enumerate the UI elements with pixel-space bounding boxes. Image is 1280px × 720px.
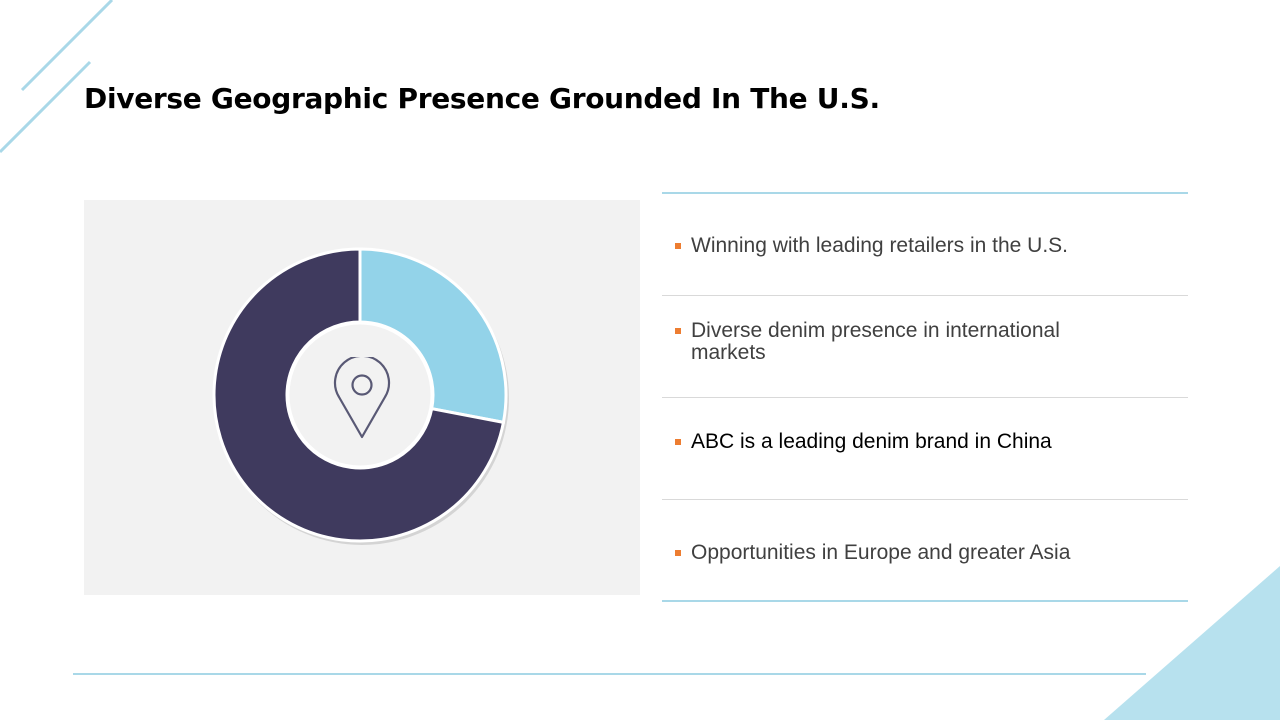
bullet-list: Winning with leading retailers in the U.… <box>662 192 1188 602</box>
decorative-diagonal-lines <box>0 0 114 154</box>
list-divider <box>662 295 1188 296</box>
slide-title: Diverse Geographic Presence Grounded In … <box>84 82 880 115</box>
list-bottom-rule <box>662 600 1188 602</box>
list-item: Diverse denim presence in international … <box>675 320 1095 364</box>
list-divider <box>662 397 1188 398</box>
bullet-marker <box>675 328 681 334</box>
bullet-text: Opportunities in Europe and greater Asia <box>691 541 1071 564</box>
bullet-text: Diverse denim presence in international … <box>691 319 1060 364</box>
bullet-marker <box>675 243 681 249</box>
bottom-divider-line <box>73 673 1146 675</box>
list-item: Opportunities in Europe and greater Asia <box>675 542 1175 564</box>
list-item: ABC is a leading denim brand in China <box>675 431 1175 453</box>
decorative-corner-triangle <box>1104 566 1280 720</box>
list-divider <box>662 499 1188 500</box>
bullet-text: Winning with leading retailers in the U.… <box>691 234 1069 257</box>
list-top-rule <box>662 192 1188 194</box>
bullet-marker <box>675 550 681 556</box>
bullet-marker <box>675 439 681 445</box>
location-pin-icon <box>333 357 391 439</box>
bullet-text: ABC is a leading denim brand in China <box>691 430 1052 453</box>
list-item: Winning with leading retailers in the U.… <box>675 235 1175 257</box>
